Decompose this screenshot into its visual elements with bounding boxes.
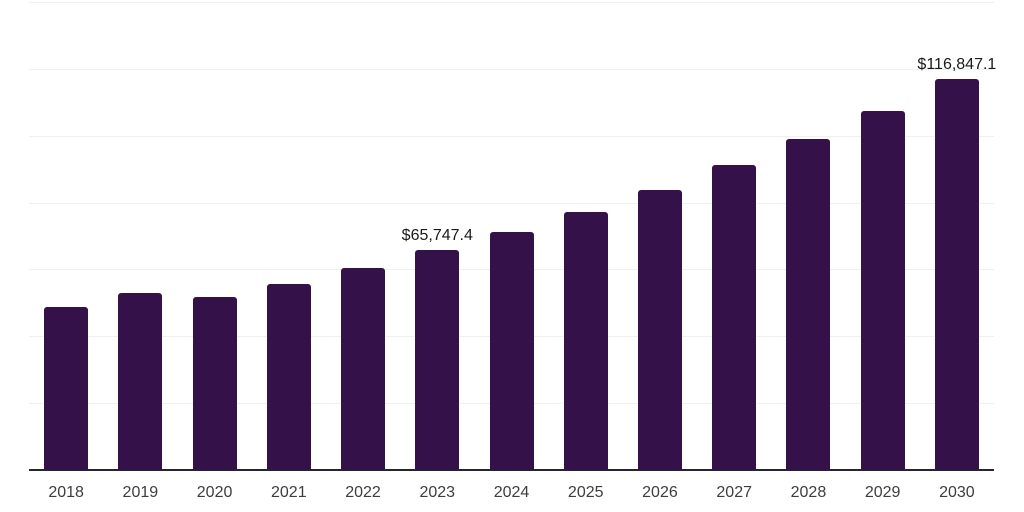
- x-tick-label-2018: 2018: [48, 484, 84, 501]
- bar-2027[interactable]: [712, 165, 757, 470]
- x-tick-label-2027: 2027: [716, 484, 752, 501]
- bar-2028[interactable]: [786, 139, 831, 470]
- bar-2019[interactable]: [118, 293, 163, 470]
- bar-2029[interactable]: [860, 110, 905, 470]
- bar-2022[interactable]: [341, 268, 386, 470]
- gridline: [29, 2, 994, 3]
- x-tick-label-2029: 2029: [864, 484, 901, 501]
- bar-2025[interactable]: [563, 212, 608, 470]
- x-tick-label-2019: 2019: [122, 484, 159, 501]
- x-tick-label-2030: 2030: [939, 484, 975, 501]
- bar-value-label-2023: $65,747.4: [401, 227, 473, 245]
- x-axis: 2018 2019 2020 2021 2022 2023 2024 2025 2026 2027…: [29, 484, 994, 504]
- x-tick-label-2028: 2028: [790, 484, 827, 501]
- gridline: [29, 68, 994, 70]
- bar-2021[interactable]: [266, 284, 311, 470]
- x-tick-label-2022: 2022: [345, 484, 381, 501]
- x-tick-label-2021: 2021: [271, 484, 307, 501]
- bar-value-label-2030: $116,847.1: [917, 56, 997, 74]
- gridline: [29, 202, 994, 204]
- x-tick-label-2024: 2024: [493, 484, 530, 501]
- x-tick-label-2026: 2026: [642, 484, 678, 501]
- bar-2020[interactable]: [192, 297, 237, 470]
- x-tick-label-2023: 2023: [419, 484, 456, 501]
- gridline: [29, 135, 994, 137]
- x-axis-line: [29, 469, 994, 471]
- bar-2024[interactable]: [489, 232, 534, 470]
- bar-2018[interactable]: [44, 307, 89, 470]
- bar-2023[interactable]: [415, 250, 460, 470]
- x-tick-label-2025: 2025: [567, 484, 604, 501]
- bar-2030[interactable]: [934, 79, 979, 470]
- bar-2026[interactable]: [637, 189, 682, 470]
- plot-area: $65,747.4 $116,847.1: [29, 2, 997, 471]
- x-tick-label-2020: 2020: [196, 484, 233, 501]
